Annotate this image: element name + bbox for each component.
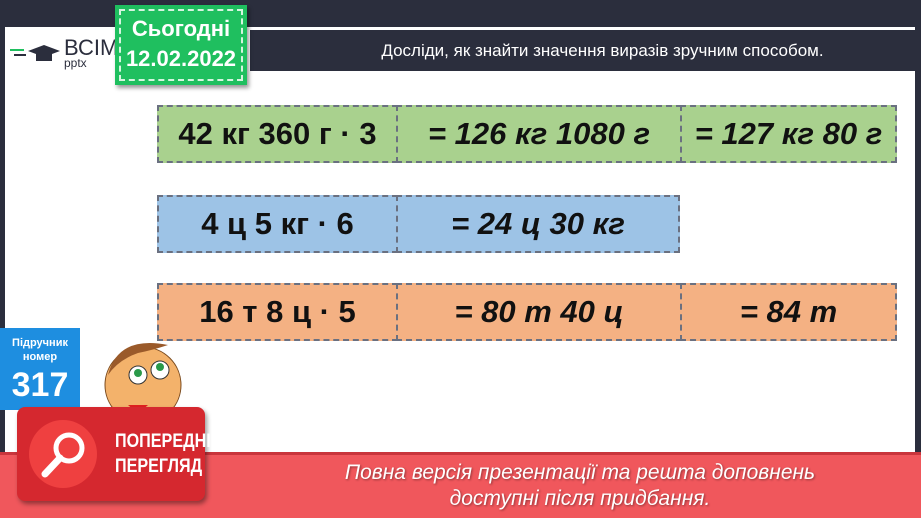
result-cell: = 24 ц 30 кг (396, 195, 680, 253)
textbook-number-box: Підручник номер 317 (0, 328, 80, 410)
date-badge: Сьогодні 12.02.2022 (115, 5, 247, 85)
preview-badge[interactable]: ПОПЕРЕДНІЙ ПЕРЕГЛЯД (17, 407, 222, 501)
graduation-cap-icon (10, 45, 60, 61)
expression-cell: 4 ц 5 кг · 6 (157, 195, 398, 253)
banner-line-1: Повна версія презентації та решта доповн… (344, 461, 816, 484)
today-label: Сьогодні (131, 16, 231, 41)
logo-text: ВСІМ (64, 35, 119, 60)
result-cell: = 84 т (680, 283, 897, 341)
preview-line-1: ПОПЕРЕДНІЙ (115, 431, 223, 452)
title-text: Досліди, як знайти значення виразів зруч… (381, 40, 824, 60)
step-cell: = 80 т 40 ц (396, 283, 682, 341)
expression-cell: 42 кг 360 г · 3 (157, 105, 398, 163)
logo: ВСІМ pptx (10, 35, 119, 70)
textbook-number: 317 (11, 366, 69, 404)
result-cell: = 127 кг 80 г (680, 105, 897, 163)
slide-title: Досліди, як знайти значення виразів зруч… (250, 30, 915, 71)
logo-subtext: pptx (64, 56, 87, 70)
magnifier-icon (29, 420, 97, 488)
banner-line-2: доступні після придбання. (449, 487, 711, 510)
textbook-label: Підручник (12, 337, 68, 349)
preview-line-2: ПЕРЕГЛЯД (115, 456, 203, 477)
date-value: 12.02.2022 (125, 46, 237, 71)
step-cell: = 126 кг 1080 г (396, 105, 682, 163)
expression-cell: 16 т 8 ц · 5 (157, 283, 398, 341)
number-label: номер (22, 351, 58, 363)
